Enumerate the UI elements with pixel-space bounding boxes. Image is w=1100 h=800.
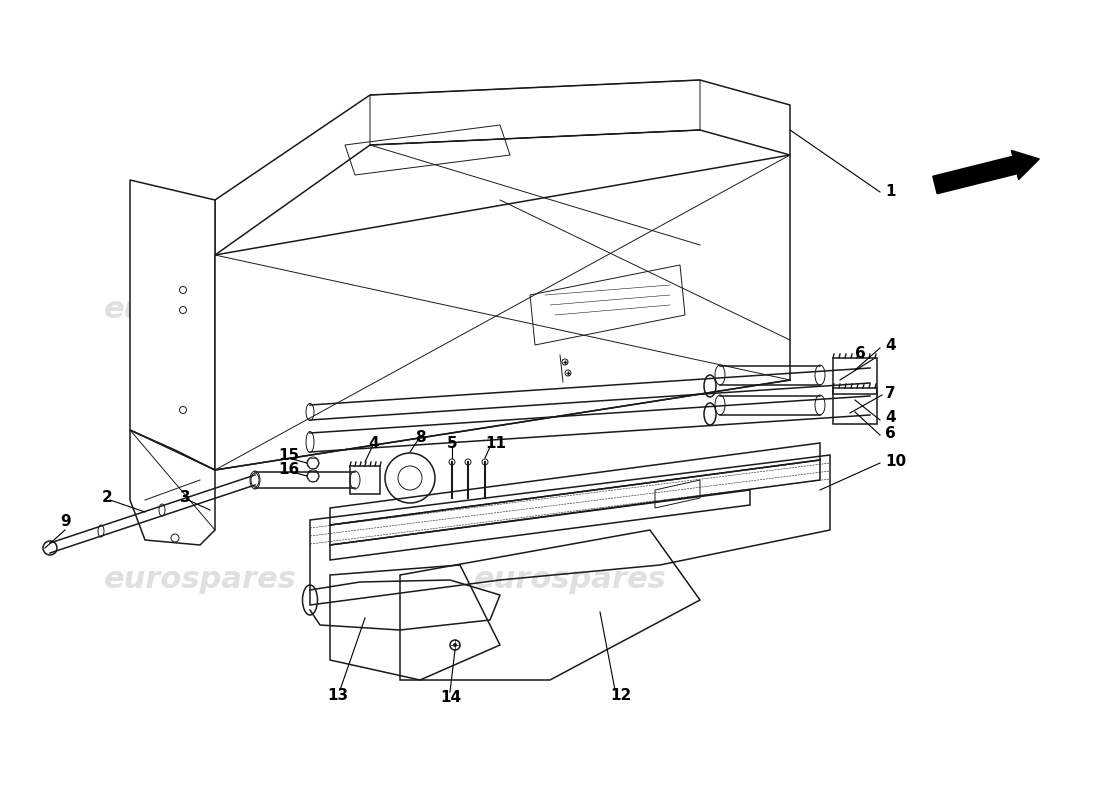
Text: 6: 6 xyxy=(855,346,866,361)
Circle shape xyxy=(453,643,456,647)
Text: 4: 4 xyxy=(886,338,895,354)
Text: 3: 3 xyxy=(180,490,190,506)
Text: 6: 6 xyxy=(886,426,895,441)
Text: eurospares: eurospares xyxy=(103,566,296,594)
Text: eurospares: eurospares xyxy=(103,295,296,325)
Bar xyxy=(833,358,877,394)
Text: 15: 15 xyxy=(278,449,299,463)
Text: 12: 12 xyxy=(610,689,631,703)
Polygon shape xyxy=(130,180,214,470)
Text: 4: 4 xyxy=(886,410,895,426)
Text: 4: 4 xyxy=(368,435,378,450)
Text: 16: 16 xyxy=(278,462,299,477)
Text: eurospares: eurospares xyxy=(474,566,667,594)
Bar xyxy=(833,388,877,424)
Text: 9: 9 xyxy=(60,514,70,530)
Text: 5: 5 xyxy=(447,435,458,450)
Text: 7: 7 xyxy=(886,386,895,401)
Polygon shape xyxy=(214,155,790,470)
Text: 2: 2 xyxy=(102,490,112,506)
Text: 11: 11 xyxy=(485,435,506,450)
Text: 10: 10 xyxy=(886,454,906,469)
Text: 14: 14 xyxy=(440,690,461,706)
Text: 13: 13 xyxy=(327,689,348,703)
FancyArrow shape xyxy=(933,150,1040,194)
Polygon shape xyxy=(175,195,214,470)
Text: 1: 1 xyxy=(886,185,895,199)
Polygon shape xyxy=(214,80,790,255)
Bar xyxy=(350,466,380,494)
Text: 8: 8 xyxy=(415,430,426,446)
Text: eurospares: eurospares xyxy=(474,295,667,325)
